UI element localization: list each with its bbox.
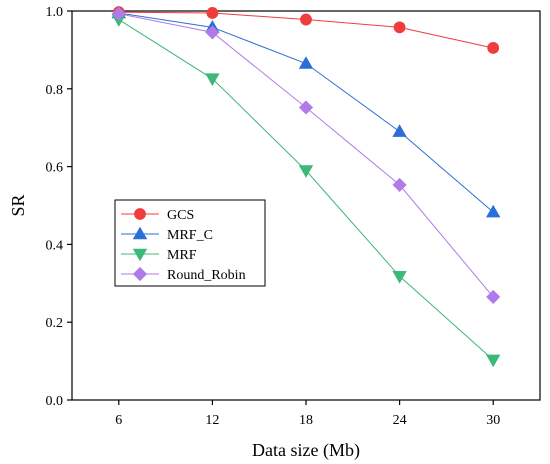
data-point	[393, 21, 406, 34]
legend-item: GCS	[121, 208, 194, 223]
legend-item: Round_Robin	[121, 266, 246, 283]
y-tick-label: 0.6	[46, 161, 64, 176]
legend-marker	[134, 208, 146, 220]
data-point	[392, 124, 407, 137]
series-layer	[111, 5, 501, 368]
x-axis-title: Data size (Mb)	[252, 440, 360, 461]
legend-label: MRF_C	[167, 228, 213, 243]
data-point	[486, 289, 501, 304]
data-point	[486, 204, 501, 218]
data-point	[298, 56, 314, 69]
data-point	[487, 42, 500, 54]
legend-label: MRF	[167, 248, 197, 263]
x-tick-label: 18	[299, 413, 313, 428]
data-point	[205, 73, 220, 86]
legend-marker	[132, 248, 148, 262]
data-point	[300, 13, 312, 26]
legend: GCS MRF_C MRF Round_Robin	[114, 199, 266, 287]
legend-label: GCS	[167, 208, 194, 223]
y-axis-title: SR	[8, 194, 28, 216]
data-point	[486, 354, 501, 368]
y-tick-label: 0.4	[46, 238, 64, 253]
data-point	[206, 7, 219, 19]
legend-label: Round_Robin	[167, 268, 246, 283]
x-axis-ticks: 6 12 18 24 30	[115, 400, 500, 428]
data-point	[392, 177, 407, 192]
y-tick-label: 0.8	[46, 83, 64, 98]
series-line	[118, 19, 494, 361]
data-point	[392, 271, 407, 284]
x-tick-label: 6	[115, 413, 122, 428]
y-tick-label: 1.0	[46, 5, 64, 20]
legend-item: MRF_C	[121, 226, 213, 243]
y-axis-ticks: 0.0 0.2 0.4 0.6 0.8 1.0	[46, 5, 72, 409]
x-tick-label: 12	[205, 413, 219, 428]
x-tick-label: 30	[486, 413, 500, 428]
legend-marker	[132, 226, 148, 240]
data-point	[205, 25, 220, 40]
y-tick-label: 0.0	[46, 394, 64, 409]
y-tick-label: 0.2	[46, 316, 64, 331]
data-point	[298, 165, 314, 178]
legend-marker	[132, 266, 148, 282]
series-round-robin	[111, 6, 501, 304]
series-gcs	[112, 6, 500, 54]
legend-item: MRF	[121, 248, 197, 263]
data-point	[111, 6, 126, 21]
x-tick-label: 24	[393, 413, 407, 428]
data-point	[298, 100, 314, 115]
